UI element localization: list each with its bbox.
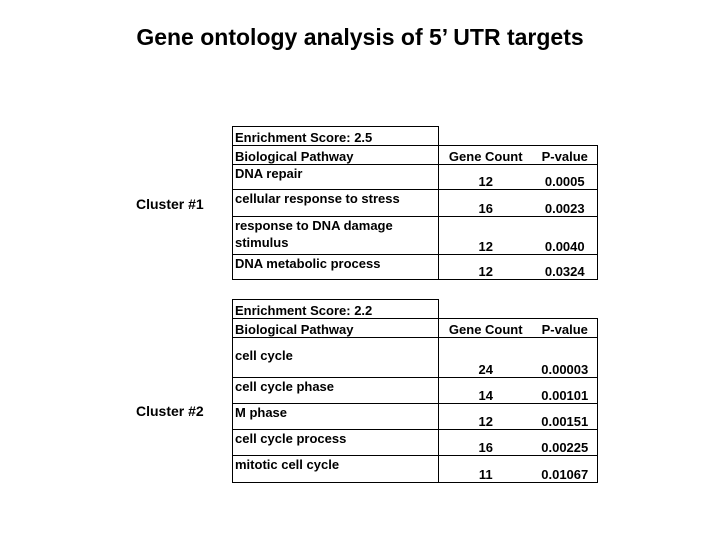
pathway-cell: M phase [232,403,439,430]
header-gene-count: Gene Count [438,145,533,165]
gene-count-cell: 14 [438,377,533,404]
gene-count-cell: 12 [438,216,533,255]
pathway-cell: response to DNA damage stimulus [232,216,439,255]
table-row: mitotic cell cycle 11 0.01067 [232,455,598,483]
table-row: DNA metabolic process 12 0.0324 [232,254,598,280]
p-value-cell: 0.0324 [532,254,598,280]
enrichment-row: Enrichment Score: 2.5 [232,126,598,146]
header-p-value: P-value [532,145,598,165]
header-row: Biological Pathway Gene Count P-value [232,318,598,338]
table-row: cellular response to stress 16 0.0023 [232,189,598,217]
p-value-cell: 0.0023 [532,189,598,217]
gene-count-cell: 11 [438,455,533,483]
enrichment-row: Enrichment Score: 2.2 [232,299,598,319]
enrichment-score: Enrichment Score: 2.2 [232,299,439,319]
table-row: cell cycle process 16 0.00225 [232,429,598,456]
gene-count-cell: 16 [438,429,533,456]
pathway-cell: DNA metabolic process [232,254,439,280]
p-value-cell: 0.0040 [532,216,598,255]
table-row: response to DNA damage stimulus 12 0.004… [232,216,598,255]
pathway-cell: cell cycle phase [232,377,439,404]
header-p-value: P-value [532,318,598,338]
header-pathway: Biological Pathway [232,145,439,165]
cluster-1-label: Cluster #1 [136,196,204,212]
pathway-cell: cell cycle [232,337,439,378]
cluster-1-table: Enrichment Score: 2.5 Biological Pathway… [232,126,598,280]
table-row: cell cycle 24 0.00003 [232,337,598,378]
pathway-cell: cell cycle process [232,429,439,456]
table-row: cell cycle phase 14 0.00101 [232,377,598,404]
gene-count-cell: 16 [438,189,533,217]
header-gene-count: Gene Count [438,318,533,338]
cluster-2-table: Enrichment Score: 2.2 Biological Pathway… [232,299,598,483]
table-row: DNA repair 12 0.0005 [232,164,598,190]
pathway-cell: cellular response to stress [232,189,439,217]
pathway-cell: mitotic cell cycle [232,455,439,483]
table-row: M phase 12 0.00151 [232,403,598,430]
page-title: Gene ontology analysis of 5’ UTR targets [136,24,584,50]
pathway-cell: DNA repair [232,164,439,190]
gene-count-cell: 12 [438,403,533,430]
cluster-2-label: Cluster #2 [136,403,204,419]
p-value-cell: 0.00225 [532,429,598,456]
p-value-cell: 0.00101 [532,377,598,404]
header-row: Biological Pathway Gene Count P-value [232,145,598,165]
enrichment-score: Enrichment Score: 2.5 [232,126,439,146]
gene-count-cell: 24 [438,337,533,378]
p-value-cell: 0.00151 [532,403,598,430]
gene-count-cell: 12 [438,254,533,280]
p-value-cell: 0.01067 [532,455,598,483]
header-pathway: Biological Pathway [232,318,439,338]
p-value-cell: 0.0005 [532,164,598,190]
p-value-cell: 0.00003 [532,337,598,378]
gene-count-cell: 12 [438,164,533,190]
